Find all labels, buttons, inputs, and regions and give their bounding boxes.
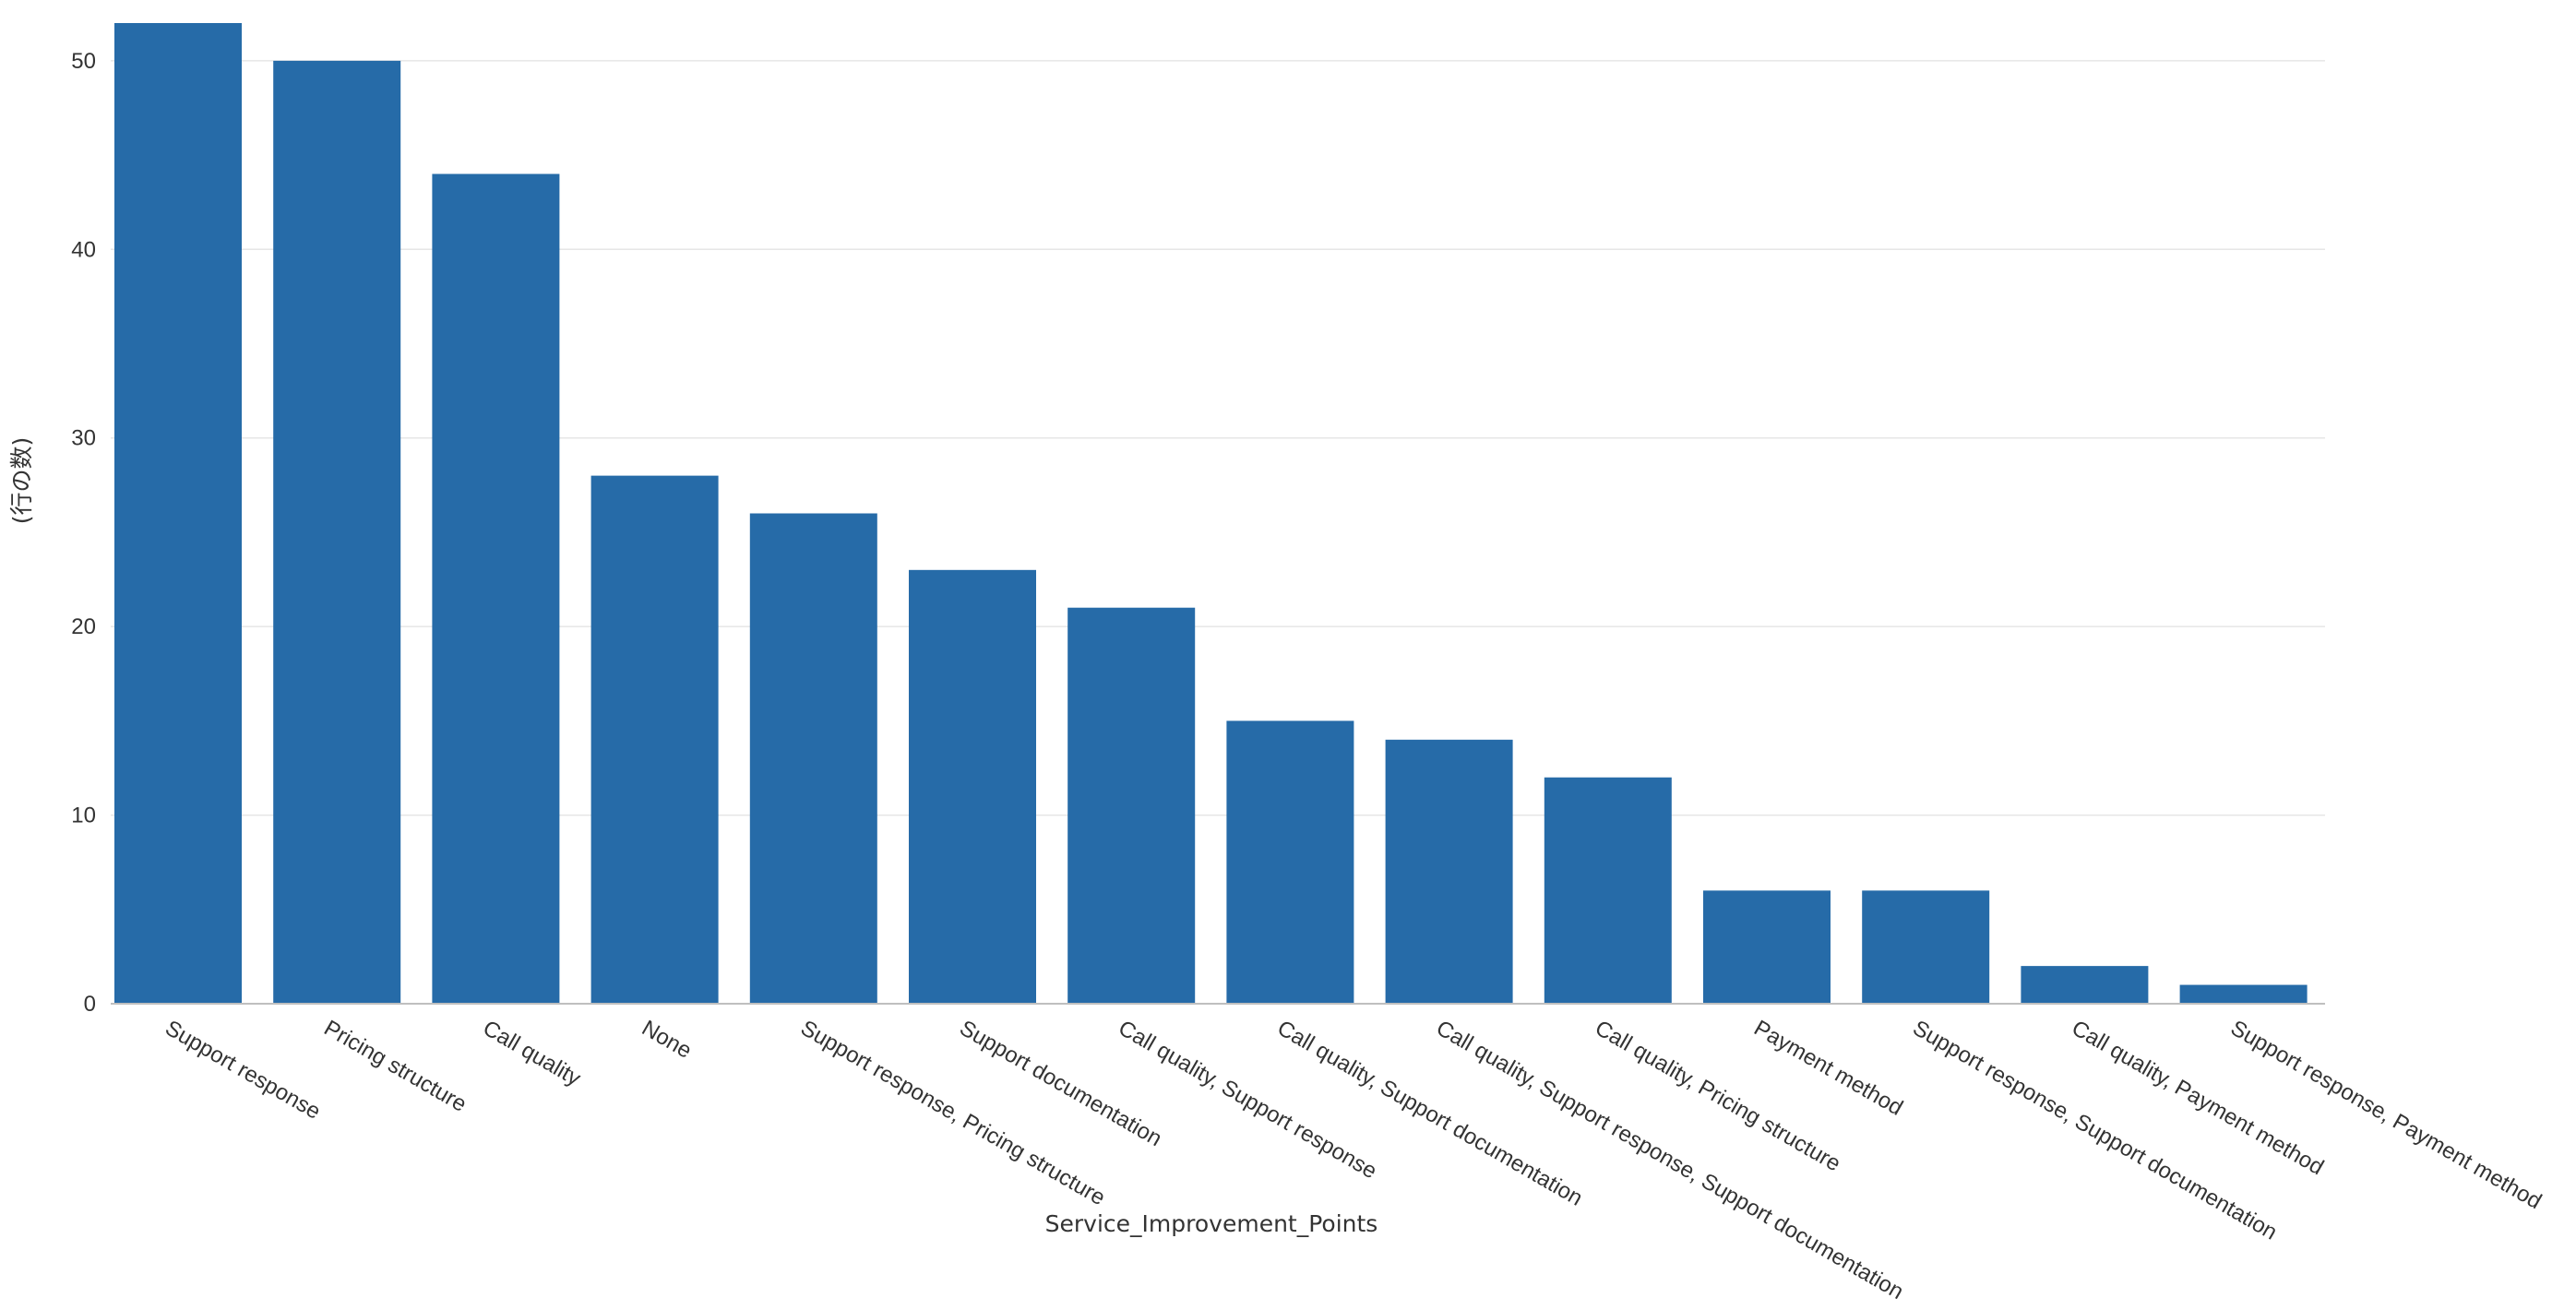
y-axis-title: (行の数) [8,437,35,525]
x-tick-label: Support response [161,1016,325,1125]
x-tick-label: Call quality, Support documentation [1273,1016,1587,1211]
bar [1385,739,1513,1004]
x-tick-label: Call quality, Support response [1115,1016,1381,1185]
y-tick-label: 50 [71,49,96,74]
bar [1067,607,1196,1004]
bar [590,475,719,1004]
bar [2021,966,2149,1004]
x-tick-label: Support response, Pricing structure [796,1016,1109,1210]
bar [114,23,242,1004]
x-tick-label: Pricing structure [320,1016,471,1117]
bar [1544,777,1672,1004]
bar [1862,890,1990,1004]
bar [2179,984,2308,1004]
bars [114,23,2308,1005]
x-tick-label: Support response, Payment method [2226,1016,2546,1214]
y-tick-label: 0 [84,992,96,1017]
bar [909,569,1036,1004]
bar [432,173,560,1005]
x-tick-label: None [638,1016,696,1064]
x-axis-title: Service_Improvement_Points [1045,1210,1378,1237]
x-tick-label: Payment method [1749,1016,1907,1121]
bar [749,513,877,1004]
y-tick-label: 20 [71,614,96,639]
y-tick-label: 10 [71,804,96,828]
x-tick-label: Call quality [479,1016,585,1091]
y-axis-ticks: 0 10 20 30 40 50 [71,49,96,1017]
x-tick-label: Call quality, Payment method [2068,1016,2328,1181]
bar [1703,890,1831,1004]
y-tick-label: 30 [71,426,96,451]
bar [1226,720,1354,1004]
bar [273,60,401,1004]
y-tick-label: 40 [71,237,96,262]
x-tick-label: Call quality, Pricing structure [1591,1016,1844,1177]
